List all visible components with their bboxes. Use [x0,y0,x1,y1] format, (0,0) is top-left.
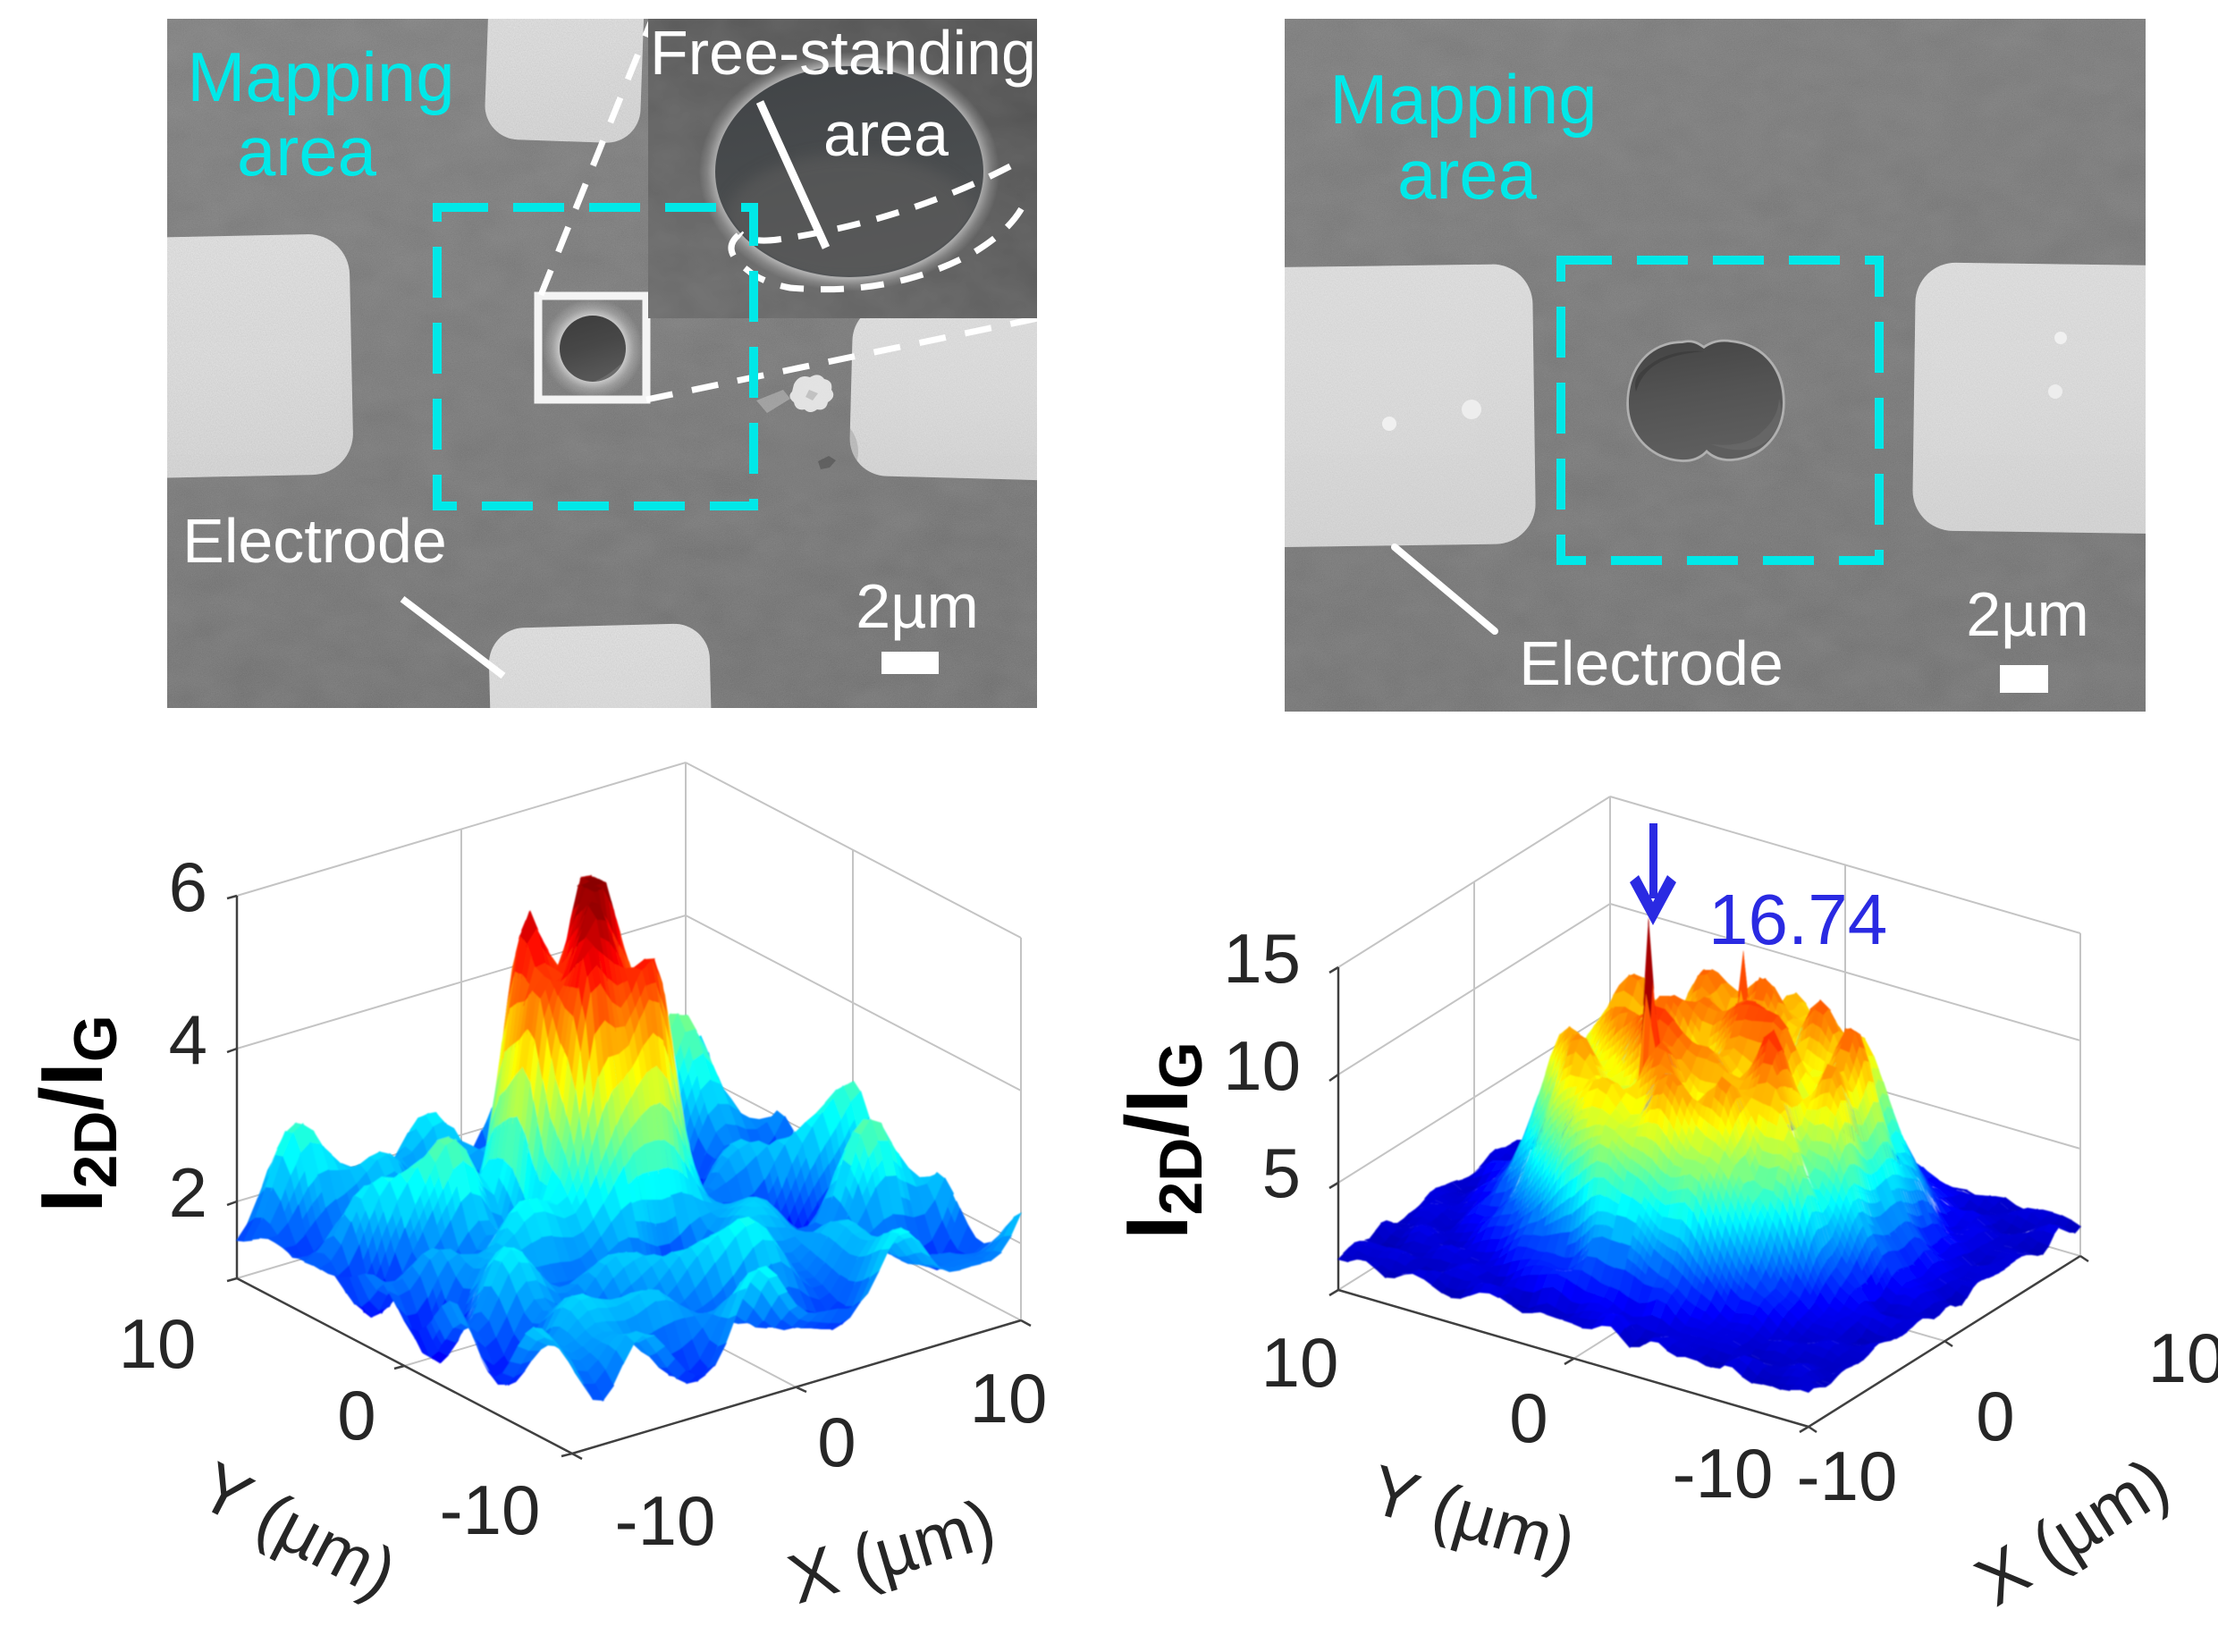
svg-text:15: 15 [1223,919,1301,998]
svg-text:0: 0 [337,1376,375,1454]
svg-text:10: 10 [119,1304,197,1383]
svg-text:2µm: 2µm [856,571,979,641]
svg-text:-10: -10 [440,1471,541,1549]
svg-text:-10: -10 [1797,1437,1898,1515]
svg-text:0: 0 [1976,1377,2014,1455]
svg-text:-10: -10 [1673,1434,1774,1513]
svg-text:area: area [823,99,949,169]
svg-text:area: area [1397,135,1538,214]
svg-text:-10: -10 [615,1481,716,1560]
svg-text:10: 10 [1261,1323,1339,1402]
svg-text:Mapping: Mapping [187,38,454,116]
svg-text:area: area [237,112,377,190]
svg-text:Electrode: Electrode [1519,628,1784,698]
svg-text:5: 5 [1262,1134,1301,1212]
svg-text:Mapping: Mapping [1329,60,1597,139]
svg-text:4: 4 [169,1000,207,1079]
svg-text:I2D/IG: I2D/IG [1108,1041,1215,1240]
svg-text:10: 10 [2148,1319,2218,1397]
svg-text:Electrode: Electrode [182,506,447,576]
svg-text:0: 0 [1509,1378,1548,1457]
svg-text:Free-standing: Free-standing [650,18,1036,88]
svg-text:16.74: 16.74 [1708,880,1887,959]
svg-text:I2D/IG: I2D/IG [22,1015,130,1213]
svg-text:6: 6 [169,847,207,926]
svg-text:2µm: 2µm [1966,579,2089,649]
svg-text:10: 10 [970,1359,1048,1437]
svg-text:10: 10 [1223,1026,1301,1105]
svg-text:2: 2 [169,1153,207,1232]
svg-text:0: 0 [817,1403,856,1481]
